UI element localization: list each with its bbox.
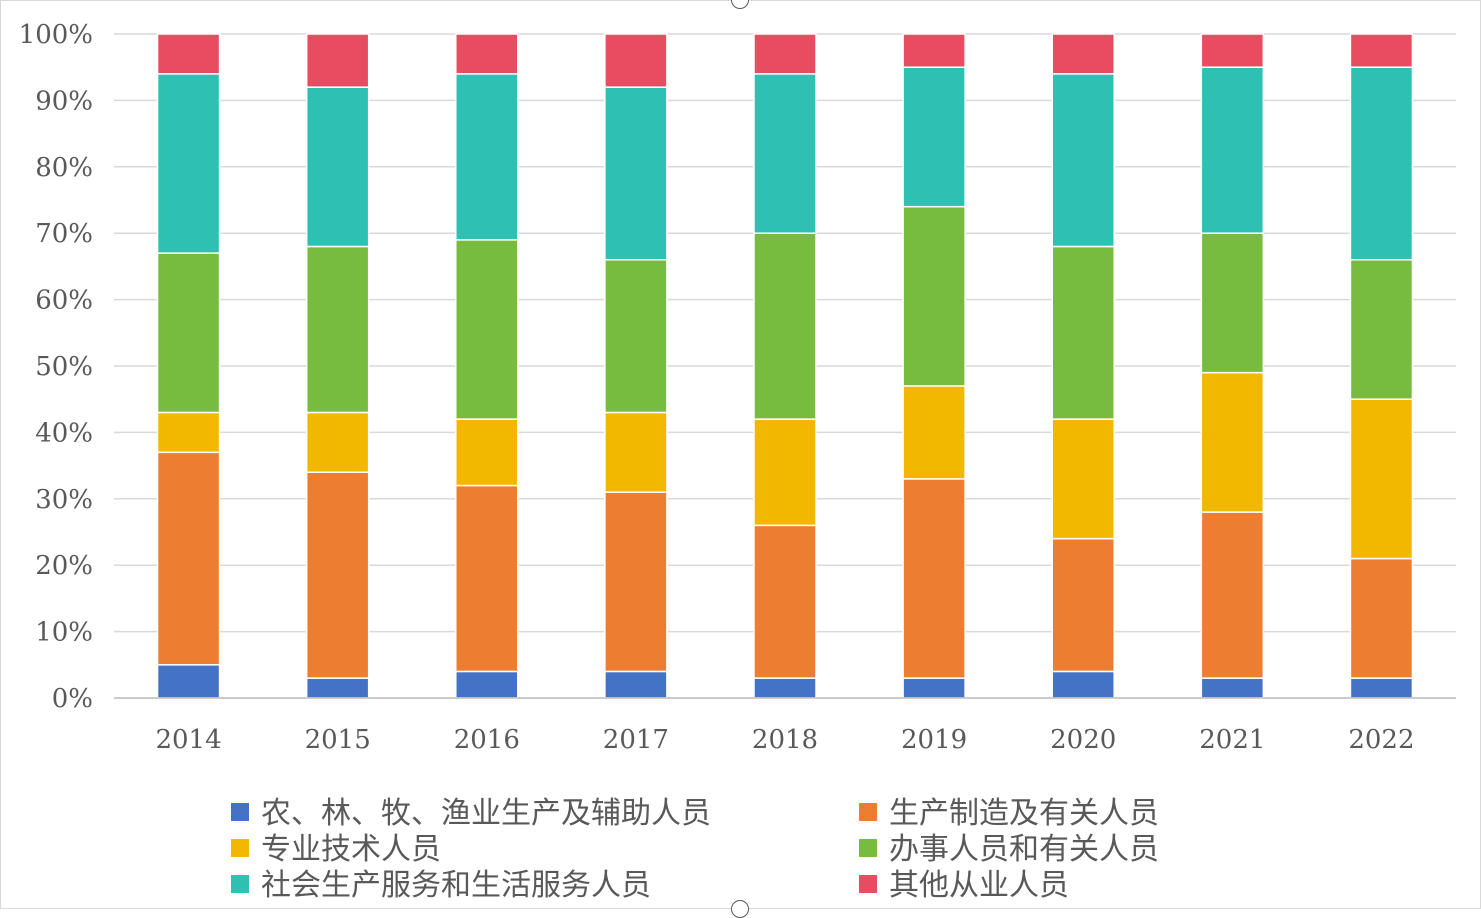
x-tick-label: 2021 [1199,725,1265,755]
legend-swatch [859,839,877,857]
bar-segment[interactable] [1051,670,1115,699]
bar-segment[interactable] [1200,677,1265,699]
x-tick-label: 2020 [1050,725,1116,755]
bar-segment[interactable] [455,418,519,487]
bar-segment[interactable] [305,245,370,414]
bar-segment[interactable] [156,411,221,454]
bar-segment[interactable] [1200,66,1265,234]
bar-segment[interactable] [156,33,221,75]
bar-segment[interactable] [902,478,966,679]
bar-segment[interactable] [455,239,519,420]
x-tick-label: 2014 [155,725,221,755]
bar-segment[interactable] [156,451,221,666]
bar-segment[interactable] [753,418,817,527]
y-tick-label: 40% [35,418,93,448]
y-tick-label: 100% [19,20,93,50]
bar-segment[interactable] [156,252,221,414]
bar-segment[interactable] [1349,677,1414,699]
bar-segment[interactable] [902,677,966,699]
bar-segment[interactable] [753,232,817,420]
bar-segment[interactable] [305,677,370,699]
x-tick-label: 2016 [454,725,520,755]
bar-segment[interactable] [1051,418,1115,540]
bar-segment[interactable] [902,33,966,68]
bar-segment[interactable] [305,411,370,473]
y-tick-label: 20% [35,551,93,581]
bar-segment[interactable] [455,73,519,241]
bar-segment[interactable] [305,33,370,88]
bar-segment[interactable] [1200,33,1265,68]
bar-segment[interactable] [753,524,817,679]
legend-label: 专业技术人员 [261,832,441,867]
bar-segment[interactable] [753,73,817,234]
y-tick-label: 30% [35,485,93,515]
bar-segment[interactable] [1349,66,1414,261]
bar-segment[interactable] [455,33,519,75]
bar-segment[interactable] [1349,557,1414,679]
x-tick-label: 2015 [305,725,371,755]
legend-swatch [859,803,877,821]
bar-segment[interactable] [305,86,370,248]
x-axis: 2014 2015 2016 2017 2018 2019 2020 2021 2022 [114,697,1456,755]
y-tick-label: 80% [35,153,93,183]
resize-handle-bottom[interactable] [731,900,749,918]
bar-segment[interactable] [902,205,966,387]
x-tick-label: 2017 [603,725,669,755]
bar-segment[interactable] [1200,232,1265,374]
x-tick-label: 2019 [901,725,967,755]
bar-segment[interactable] [455,670,519,699]
bar-segment[interactable] [156,73,221,254]
bar-segment[interactable] [1051,33,1115,75]
bar-segment[interactable] [604,491,668,673]
bar-segment[interactable] [1349,33,1414,68]
legend-label: 其他从业人员 [889,868,1069,903]
bar-segment[interactable] [1349,398,1414,560]
bar-segment[interactable] [455,484,519,673]
legend-label: 生产制造及有关人员 [889,796,1159,831]
legend-swatch [231,875,249,893]
y-axis: 0% 10% 20% 30% 40% 50% 60% 70% 80% 90% 100% [19,20,93,714]
legend-swatch [231,839,249,857]
bar-segment[interactable] [902,385,966,480]
bar-segment[interactable] [1051,245,1115,420]
legend-label: 办事人员和有关人员 [889,832,1159,867]
legend-swatch [231,803,249,821]
y-tick-label: 90% [35,86,93,116]
bar-segment[interactable] [604,411,668,493]
bar-segment[interactable] [156,664,221,699]
bars [156,33,1414,699]
y-tick-label: 60% [35,286,93,316]
y-tick-label: 50% [35,352,93,382]
bar-segment[interactable] [604,259,668,414]
bar-segment[interactable] [604,33,668,88]
bar-segment[interactable] [1349,259,1414,400]
legend-label: 农、林、牧、渔业生产及辅助人员 [261,796,711,831]
bar-segment[interactable] [1200,371,1265,513]
legend-label: 社会生产服务和生活服务人员 [261,868,651,903]
legend-swatch [859,875,877,893]
bar-segment[interactable] [1051,537,1115,673]
bar-segment[interactable] [753,677,817,699]
bar-segment[interactable] [305,471,370,679]
bar-segment[interactable] [753,33,817,75]
bar-segment[interactable] [604,670,668,699]
y-tick-label: 70% [35,219,93,249]
bar-segment[interactable] [1200,511,1265,679]
x-tick-label: 2018 [752,725,818,755]
bar-segment[interactable] [1051,73,1115,248]
y-tick-label: 0% [52,684,93,714]
x-tick-label: 2022 [1348,725,1414,755]
y-tick-label: 10% [35,618,93,648]
bar-segment[interactable] [604,86,668,261]
bar-segment[interactable] [902,66,966,208]
